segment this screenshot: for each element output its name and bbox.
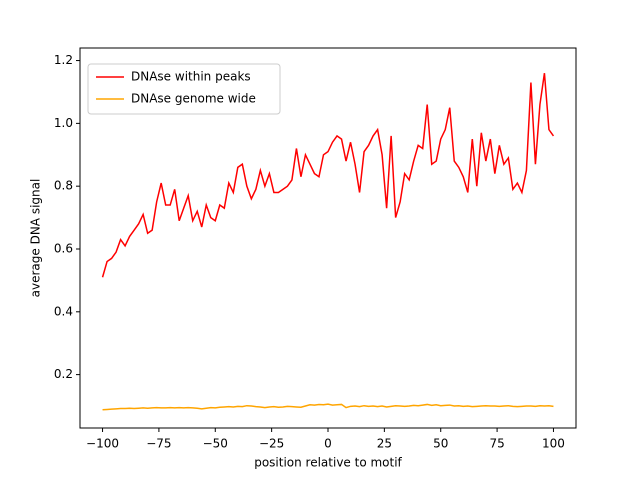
x-tick-label: −25 (259, 437, 284, 451)
x-tick-label: 0 (324, 437, 332, 451)
data-line (102, 403, 554, 411)
y-axis-label: average DNA signal (29, 179, 43, 298)
x-axis-label: position relative to motif (254, 456, 402, 470)
x-tick-label: 50 (433, 437, 448, 451)
legend-label: DNAse genome wide (131, 92, 256, 106)
legend-label: DNAse within peaks (131, 70, 251, 84)
data-line (101, 73, 555, 278)
x-tick-label: −100 (86, 437, 119, 451)
x-tick-label: −50 (203, 437, 228, 451)
y-tick-label: 0.6 (54, 241, 73, 255)
y-tick-label: 0.2 (54, 367, 73, 381)
x-tick-label: 25 (377, 437, 392, 451)
y-tick-label: 1.0 (54, 116, 73, 130)
y-tick-label: 1.2 (54, 53, 73, 67)
x-tick-label: 75 (489, 437, 504, 451)
axes-frame (79, 47, 577, 429)
y-tick-label: 0.8 (54, 179, 73, 193)
x-tick-label: 100 (542, 437, 565, 451)
x-tick-label: −75 (146, 437, 171, 451)
legend-box (87, 63, 281, 115)
y-tick-label: 0.4 (54, 304, 73, 318)
